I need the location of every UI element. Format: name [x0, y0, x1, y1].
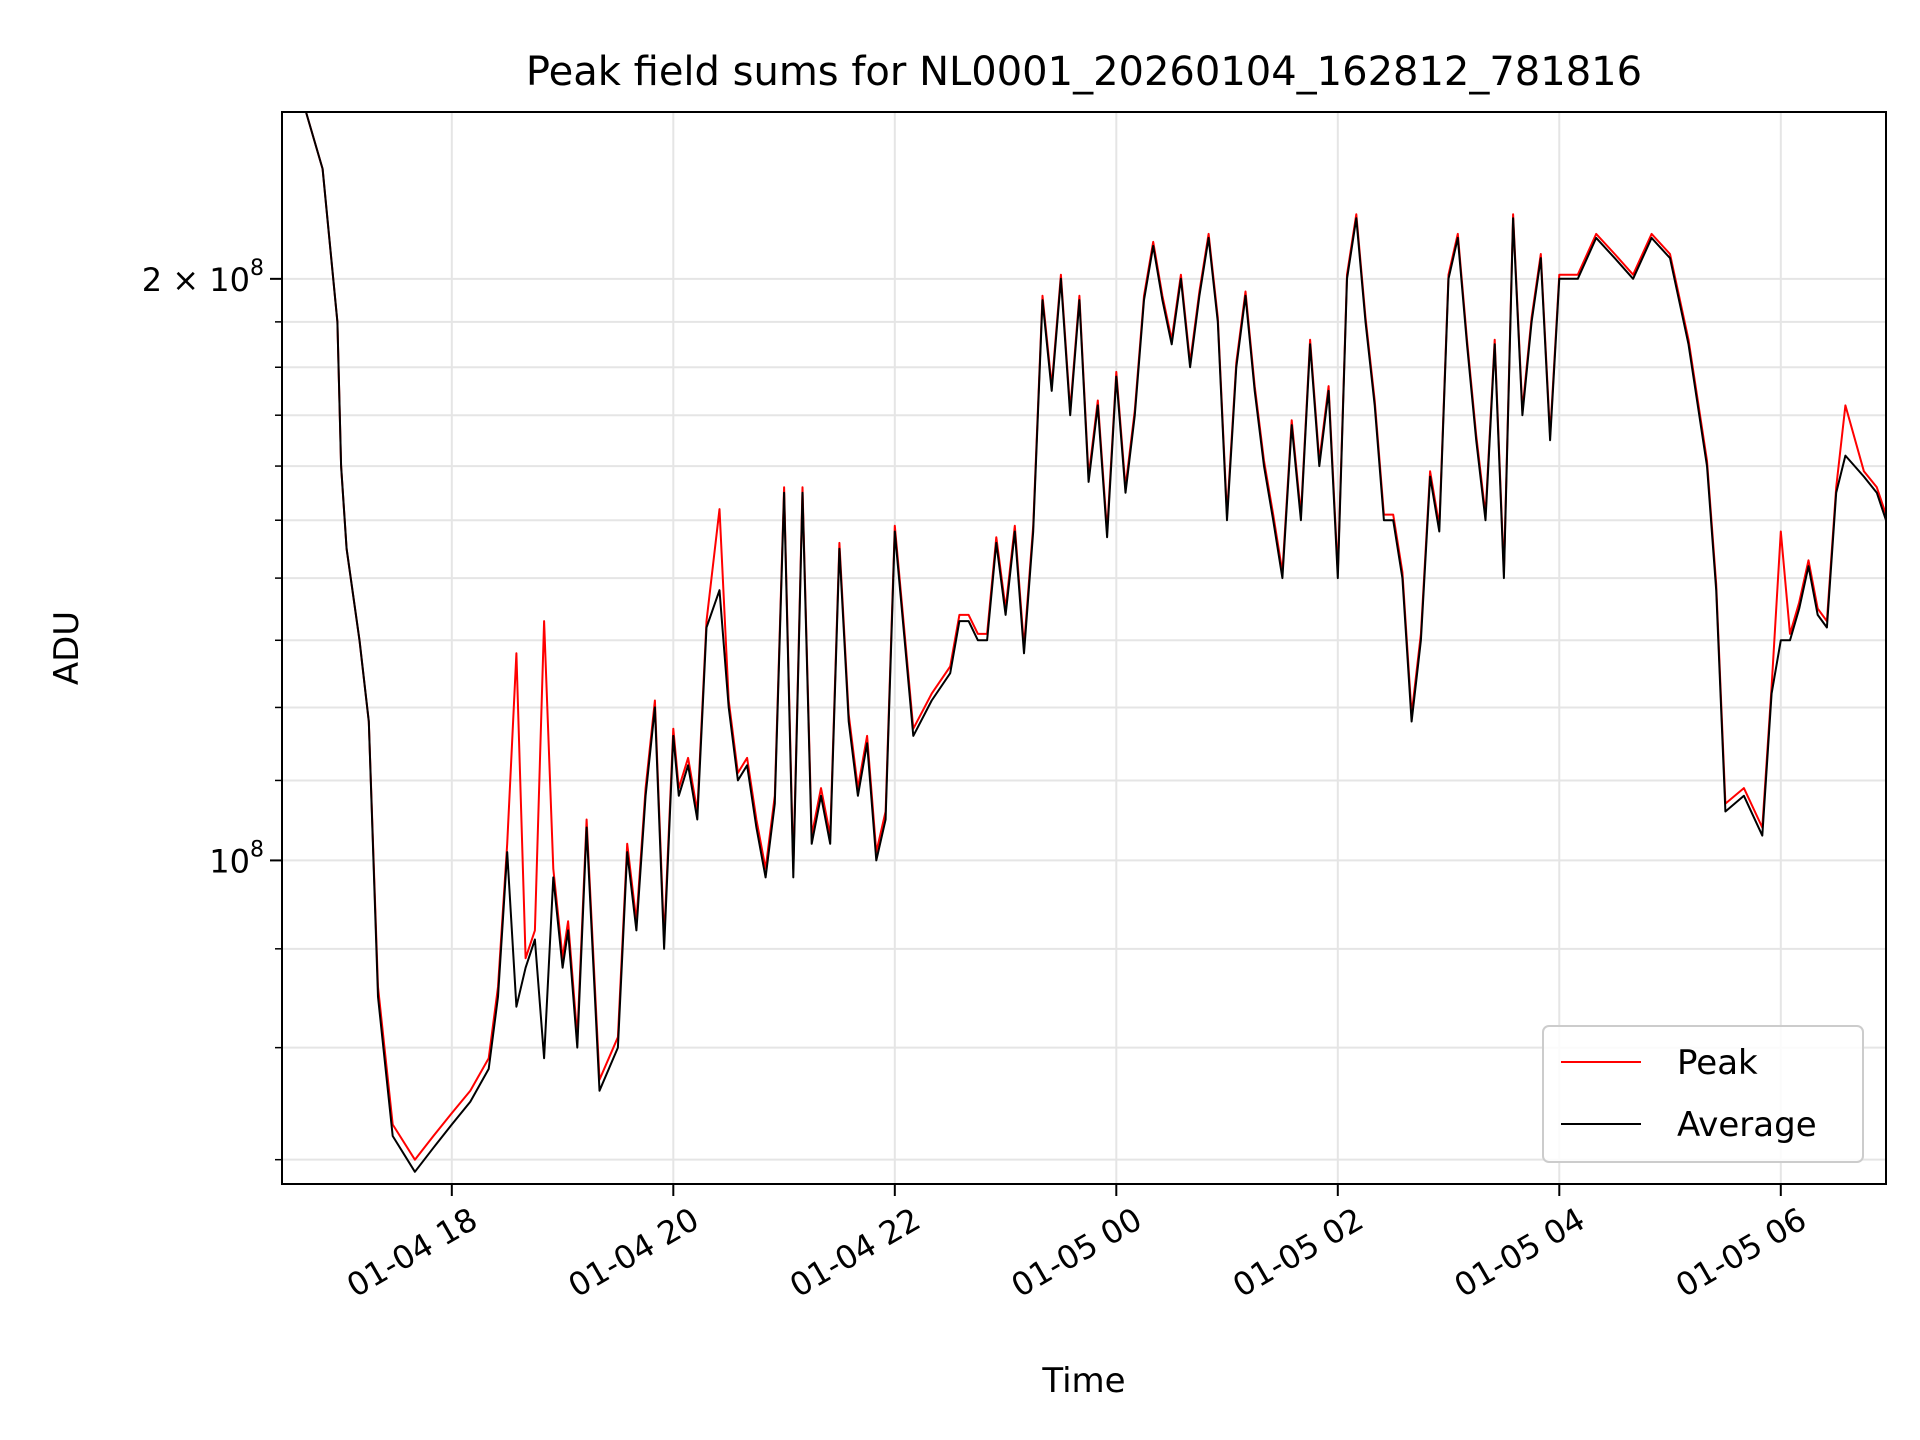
legend-label-average: Average — [1677, 1105, 1817, 1145]
y-axis-label: ADU — [47, 611, 87, 685]
legend-label-peak: Peak — [1677, 1043, 1758, 1083]
series-line-average — [282, 112, 1886, 1173]
legend: Peak Average — [1542, 1025, 1864, 1163]
y-tick-label: 2 × 108 — [142, 256, 264, 299]
y-tick-label: 108 — [209, 837, 264, 880]
chart-title: Peak field sums for NL0001_20260104_1628… — [526, 49, 1642, 95]
series-layer — [282, 112, 1886, 1173]
legend-box — [1542, 1025, 1864, 1163]
x-axis-label: Time — [1041, 1361, 1125, 1401]
plot-frame — [281, 111, 1887, 1185]
